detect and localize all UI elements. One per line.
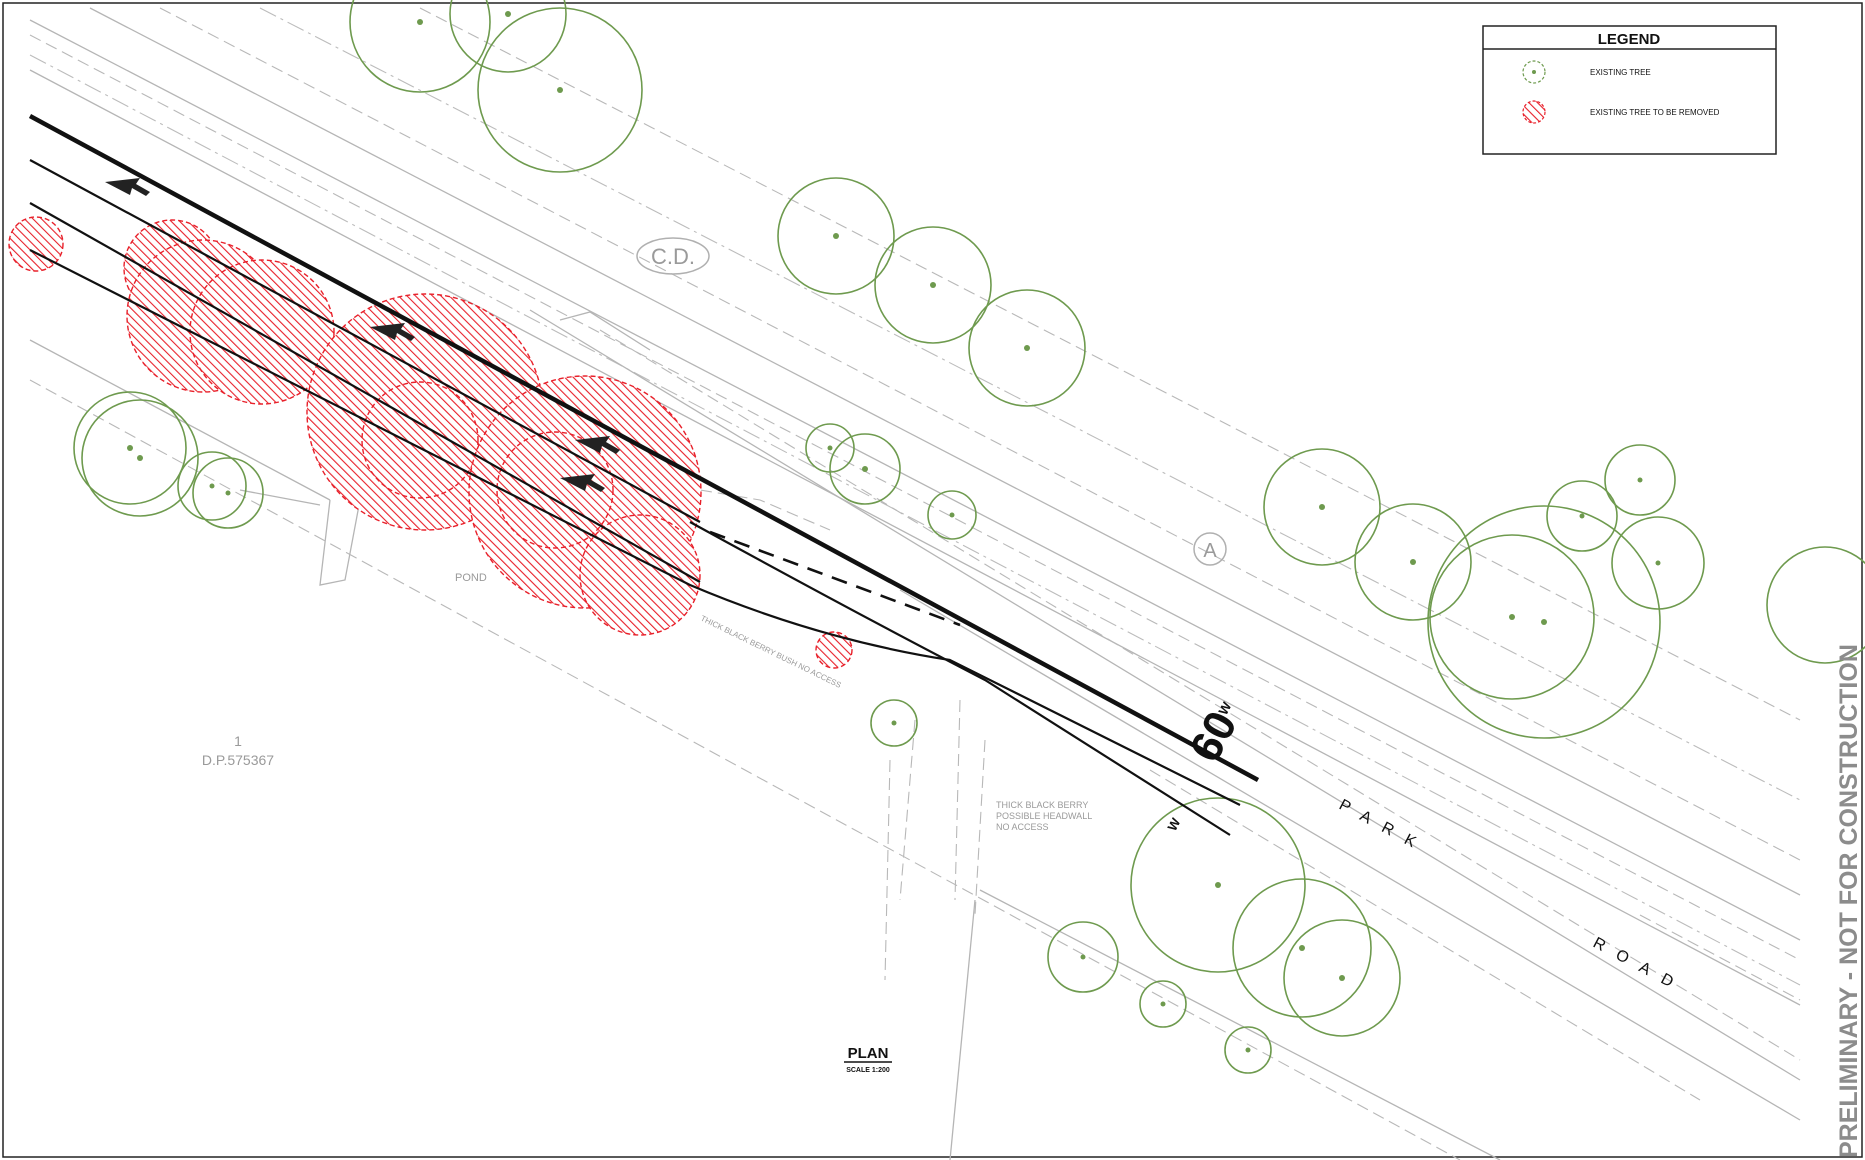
headwall-note-line3: NO ACCESS xyxy=(996,822,1049,832)
a-marker-label: A xyxy=(1203,540,1217,562)
speed-marking: 60 xyxy=(1181,703,1247,769)
plan-title: PLAN xyxy=(848,1045,889,1062)
legend-item-label: EXISTING TREE TO BE REMOVED xyxy=(1590,108,1720,117)
cd-marker-outline xyxy=(636,237,710,275)
road-name-road: ROAD xyxy=(1590,935,1688,998)
lane-arrow-icon xyxy=(575,436,620,454)
existing-survey-linework xyxy=(29,7,1801,1160)
lane-arrow-icon xyxy=(370,323,415,341)
pond-label: POND xyxy=(455,572,487,584)
plan-scale: SCALE 1:200 xyxy=(846,1067,890,1074)
a-marker-outline xyxy=(1193,532,1227,566)
lane-arrow-icon xyxy=(560,474,605,492)
lane-arrows xyxy=(105,178,620,492)
existing-trees xyxy=(73,0,1865,1074)
legend-item-label: EXISTING TREE xyxy=(1590,68,1651,77)
legend-title: LEGEND xyxy=(1598,31,1661,48)
tree-to-be-removed-icon xyxy=(1522,100,1546,124)
headwall-note-line1: THICK BLACK BERRY xyxy=(996,800,1088,810)
cd-label: C.D. xyxy=(651,244,695,269)
existing-tree-icon xyxy=(1522,60,1546,84)
lot-dp: D.P.575367 xyxy=(202,752,274,768)
legend: LEGEND EXISTING TREE EXISTING TREE TO BE… xyxy=(1482,25,1777,155)
legend-box xyxy=(1482,25,1777,155)
w-marking-bottom: W xyxy=(1164,815,1183,834)
road-linework xyxy=(28,114,1260,836)
lot-number: 1 xyxy=(234,733,242,749)
lane-arrow-icon xyxy=(105,178,150,196)
headwall-note-line2: POSSIBLE HEADWALL xyxy=(996,811,1092,821)
preliminary-watermark: PRELIMINARY - NOT FOR CONSTRUCTION xyxy=(1835,644,1863,1158)
